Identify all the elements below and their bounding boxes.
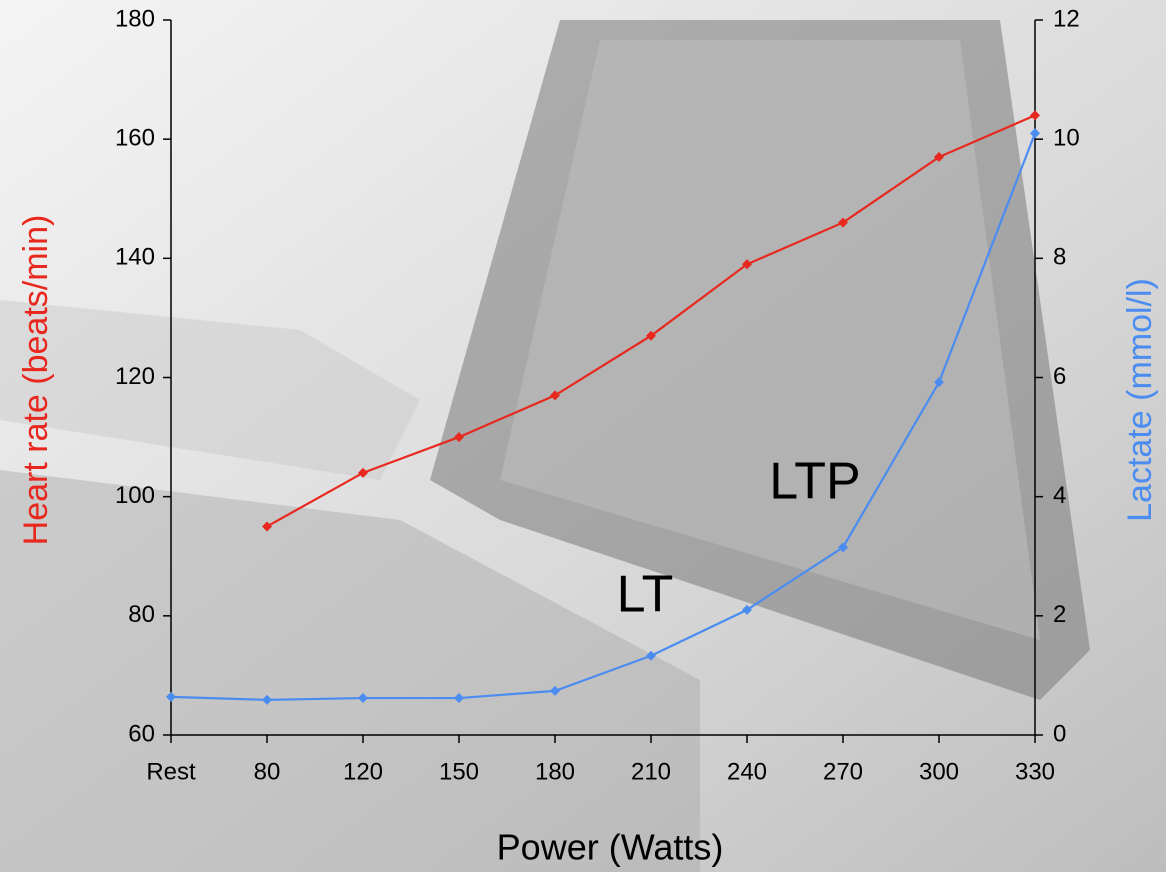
y-tick-label: 100 [115, 482, 155, 509]
y-tick-label: 120 [115, 363, 155, 390]
y2-tick-label: 6 [1053, 363, 1066, 390]
point [838, 542, 848, 553]
y2-tick-label: 0 [1053, 720, 1066, 747]
x-tick-label: 270 [823, 758, 863, 785]
y2-axis-label: Lactate (mmol/l) [1121, 278, 1159, 522]
y-tick-label: 80 [128, 601, 155, 628]
point [1030, 110, 1040, 121]
point [1030, 128, 1040, 139]
x-tick-label: 240 [727, 758, 767, 785]
background-shape [500, 40, 1040, 640]
x-axis-label: Power (Watts) [497, 827, 724, 868]
x-tick-label: 300 [919, 758, 959, 785]
y-tick-label: 140 [115, 244, 155, 271]
point [550, 390, 560, 401]
point [646, 650, 656, 661]
point [358, 467, 368, 478]
background-shape [0, 470, 700, 872]
background-shape [0, 300, 420, 480]
x-tick-label: 180 [535, 758, 575, 785]
y2-tick-label: 10 [1053, 125, 1080, 152]
point [262, 694, 272, 705]
y-tick-label: 180 [115, 5, 155, 32]
y2-tick-label: 4 [1053, 482, 1066, 509]
point [166, 691, 176, 702]
point [934, 377, 944, 388]
y2-tick-label: 8 [1053, 244, 1066, 271]
point [454, 693, 464, 704]
x-tick-label: Rest [146, 758, 196, 785]
y2-tick-label: 12 [1053, 5, 1080, 32]
x-tick-label: 120 [343, 758, 383, 785]
y-tick-label: 160 [115, 125, 155, 152]
point [358, 693, 368, 704]
point [742, 259, 752, 270]
point [646, 330, 656, 341]
point [934, 152, 944, 163]
x-tick-label: 330 [1015, 758, 1055, 785]
x-tick-label: 210 [631, 758, 671, 785]
point [262, 521, 272, 532]
point [550, 685, 560, 696]
y-axis-label: Heart rate (beats/min) [17, 215, 55, 546]
y2-tick-label: 2 [1053, 601, 1066, 628]
y-tick-label: 60 [128, 720, 155, 747]
x-tick-label: 80 [254, 758, 281, 785]
point [838, 217, 848, 228]
x-tick-label: 150 [439, 758, 479, 785]
annotation: LT [617, 566, 674, 624]
annotation: LTP [769, 453, 861, 511]
point [742, 604, 752, 615]
point [454, 432, 464, 443]
series-line [170, 132, 1037, 701]
